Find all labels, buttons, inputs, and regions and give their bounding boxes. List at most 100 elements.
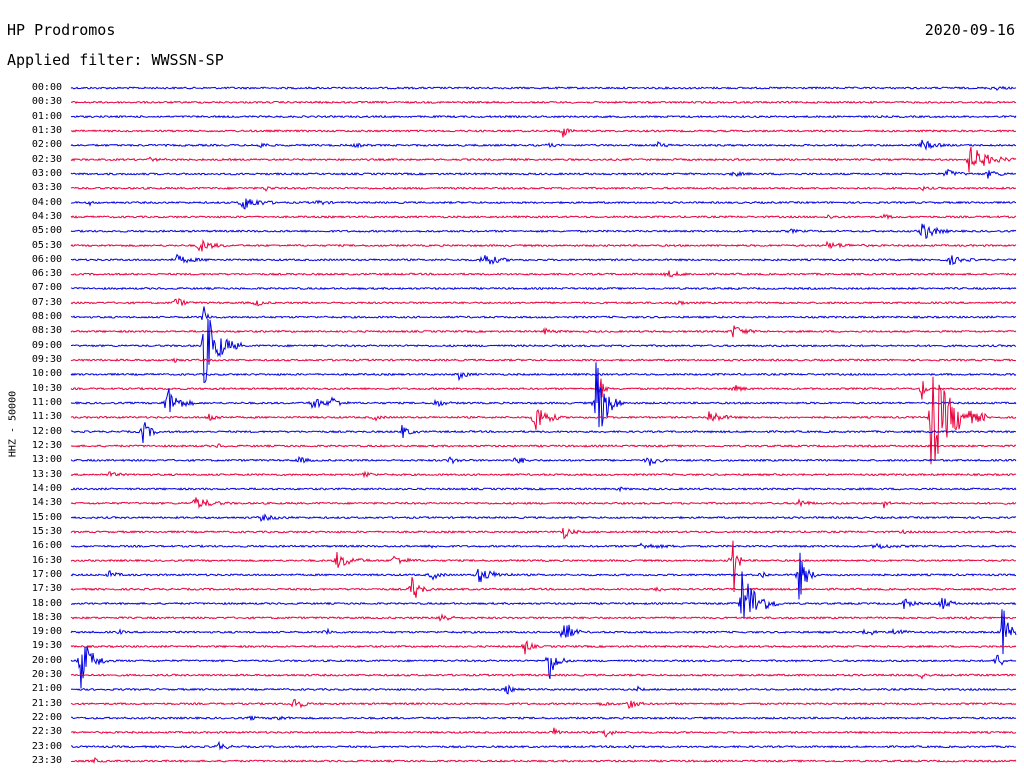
time-label: 08:00 <box>31 311 62 323</box>
time-label: 02:00 <box>31 139 62 151</box>
time-label: 05:30 <box>31 239 62 251</box>
seismic-trace <box>70 223 1017 240</box>
time-label: 05:00 <box>31 225 62 237</box>
seismic-trace <box>70 740 1017 751</box>
seismic-trace <box>70 486 1017 493</box>
time-label: 19:00 <box>31 626 62 638</box>
time-label: 00:30 <box>31 96 62 108</box>
time-label: 03:00 <box>31 167 62 179</box>
seismic-trace <box>70 253 1017 266</box>
seismic-trace <box>70 146 1017 173</box>
time-label: 10:00 <box>31 368 62 380</box>
time-label: 23:00 <box>31 740 62 752</box>
time-label: 18:30 <box>31 611 62 623</box>
time-label: 06:00 <box>31 253 62 265</box>
time-label: 20:30 <box>31 669 62 681</box>
time-label: 15:30 <box>31 525 62 537</box>
time-label: 14:00 <box>31 482 62 494</box>
seismic-trace <box>71 318 1017 384</box>
seismic-trace <box>70 185 1017 192</box>
time-label: 12:00 <box>31 425 62 437</box>
seismic-trace <box>70 325 1017 338</box>
seismic-trace <box>70 139 1017 151</box>
time-label: 21:00 <box>31 683 62 695</box>
time-label: 12:30 <box>31 440 62 451</box>
seismic-trace <box>70 609 1017 655</box>
seismic-trace <box>70 100 1017 105</box>
seismic-trace <box>70 378 1017 400</box>
seismic-trace <box>70 552 1016 600</box>
time-label: 07:00 <box>31 282 62 294</box>
seismic-trace <box>70 114 1017 119</box>
time-label: 11:30 <box>31 411 62 423</box>
time-label: 10:30 <box>31 382 62 394</box>
time-label: 14:30 <box>31 497 62 509</box>
seismic-trace <box>70 297 1017 307</box>
seismic-trace <box>70 640 1017 655</box>
seismic-trace <box>70 542 1017 550</box>
time-label: 22:00 <box>31 712 62 724</box>
seismic-trace <box>70 528 1017 540</box>
time-label: 18:00 <box>31 597 62 609</box>
seismic-trace <box>70 455 1017 466</box>
time-label: 09:00 <box>31 339 62 351</box>
seismic-trace <box>70 613 1017 622</box>
time-label: 02:30 <box>31 153 62 165</box>
seismic-trace <box>70 362 1017 428</box>
seismic-trace <box>70 684 1017 695</box>
time-label: 13:00 <box>31 454 62 466</box>
seismic-trace <box>70 168 1017 179</box>
seismic-trace <box>70 673 1017 680</box>
time-label: 15:00 <box>31 511 62 523</box>
seismic-trace <box>70 286 1017 291</box>
time-label: 04:00 <box>31 196 62 208</box>
seismic-trace <box>70 443 1017 449</box>
seismic-trace <box>70 646 1017 689</box>
seismic-trace <box>70 306 1017 320</box>
seismic-trace <box>70 576 1017 598</box>
time-label: 17:30 <box>31 583 62 595</box>
date-label: 2020-09-16 <box>924 21 1015 39</box>
seismic-trace <box>70 698 1017 709</box>
seismic-trace <box>70 376 1017 465</box>
seismic-trace <box>70 422 1017 444</box>
time-label: 16:00 <box>31 540 62 552</box>
time-label: 20:00 <box>31 654 62 666</box>
seismic-trace <box>70 497 1017 510</box>
seismic-trace <box>71 571 1017 619</box>
seismic-trace <box>70 470 1017 479</box>
time-label: 13:30 <box>31 468 62 480</box>
filter-label: Applied filter: WWSSN-SP <box>7 51 224 69</box>
seismic-trace <box>70 513 1017 523</box>
time-label: 19:30 <box>31 640 62 652</box>
seismic-trace <box>71 198 1017 210</box>
time-label: 23:30 <box>31 755 62 767</box>
time-label: 08:30 <box>31 325 62 337</box>
time-label: 16:30 <box>31 554 62 566</box>
time-label: 11:00 <box>31 397 62 409</box>
seismic-trace <box>70 540 1017 593</box>
time-label: 01:00 <box>31 110 62 122</box>
seismic-trace <box>70 239 1017 252</box>
time-label: 03:30 <box>31 182 62 194</box>
time-label: 00:00 <box>31 82 62 93</box>
time-label: 17:00 <box>31 568 62 580</box>
time-label: 21:30 <box>31 697 62 709</box>
time-label: 06:30 <box>31 268 62 280</box>
seismic-trace <box>70 357 1016 364</box>
seismic-trace <box>70 213 1017 221</box>
seismic-trace <box>70 371 1017 382</box>
seismic-trace <box>70 715 1016 721</box>
seismic-trace <box>70 270 1017 278</box>
seismic-trace <box>70 756 1017 765</box>
time-label: 07:30 <box>31 296 62 308</box>
time-label: 01:30 <box>31 124 62 136</box>
seismic-trace <box>70 128 1017 138</box>
station-name: HP Prodromos <box>7 21 116 39</box>
time-label: 22:30 <box>31 726 62 738</box>
time-label: 04:30 <box>31 210 62 222</box>
seismic-trace <box>70 85 1017 91</box>
time-label: 09:30 <box>31 354 62 366</box>
seismic-trace <box>70 727 1017 738</box>
